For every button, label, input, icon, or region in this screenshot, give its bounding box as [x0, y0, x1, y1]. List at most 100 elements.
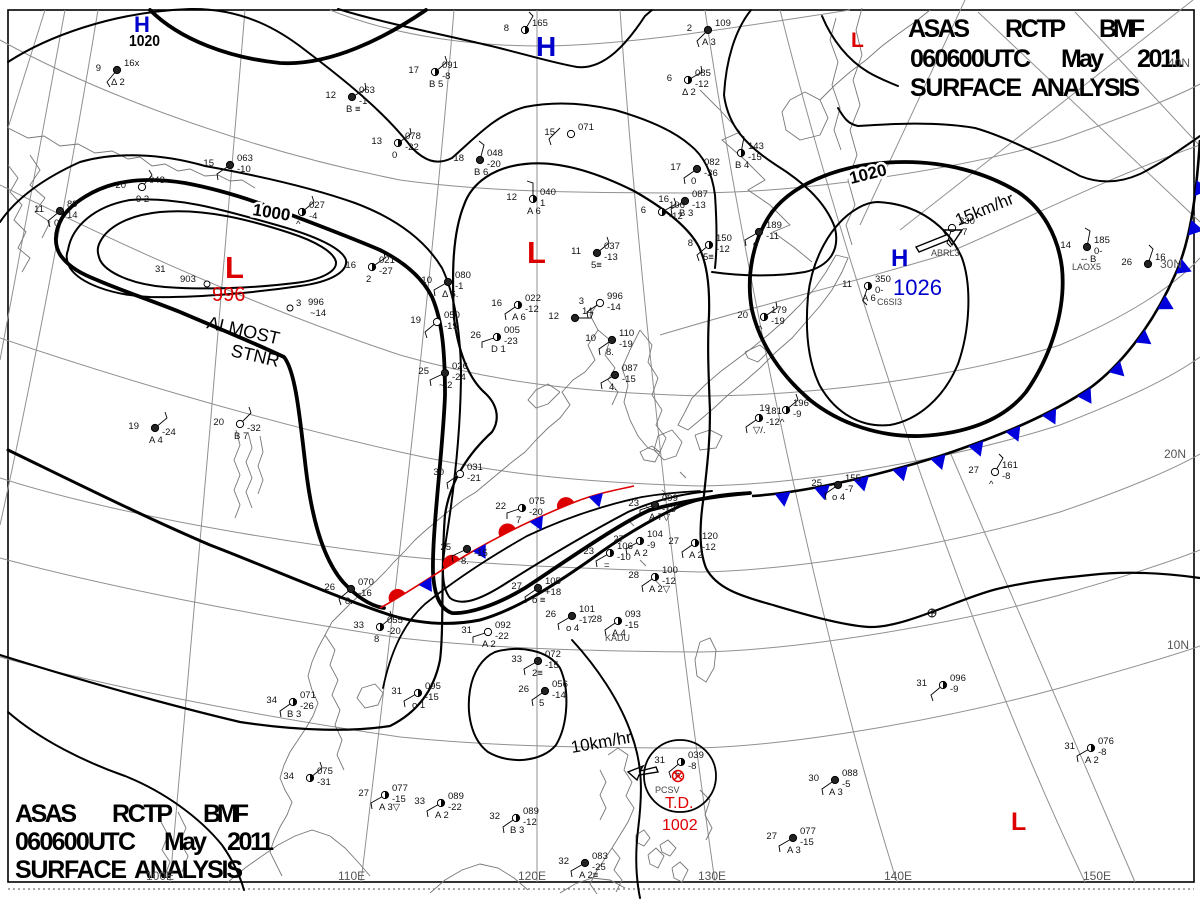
svg-text:30: 30 — [433, 467, 444, 478]
svg-text:May: May — [164, 828, 207, 856]
svg-text:087: 087 — [692, 189, 708, 200]
svg-text:20: 20 — [115, 180, 126, 191]
svg-text:099: 099 — [662, 493, 678, 504]
svg-text:077: 077 — [800, 826, 816, 837]
svg-text:-14: -14 — [607, 302, 621, 313]
svg-text:-19: -19 — [619, 339, 633, 350]
svg-text:179: 179 — [771, 305, 787, 316]
svg-text:10: 10 — [585, 333, 596, 344]
svg-text:31: 31 — [391, 686, 402, 697]
svg-text:-7: -7 — [959, 227, 967, 238]
svg-text:2011: 2011 — [1137, 45, 1184, 73]
svg-text:-22: -22 — [495, 631, 509, 642]
svg-text:6: 6 — [667, 73, 672, 84]
svg-text:26: 26 — [324, 582, 335, 593]
svg-text:27: 27 — [766, 831, 777, 842]
svg-text:+18: +18 — [545, 587, 561, 598]
svg-text:100: 100 — [662, 565, 678, 576]
svg-text:18: 18 — [453, 153, 464, 164]
svg-text:1: 1 — [540, 198, 545, 209]
svg-text:L: L — [1011, 808, 1026, 836]
svg-text:-13: -13 — [604, 252, 618, 263]
svg-text:-15: -15 — [622, 374, 636, 385]
svg-text:185: 185 — [1094, 235, 1110, 246]
svg-text:-31: -31 — [317, 777, 331, 788]
svg-text:14: 14 — [1060, 240, 1071, 251]
svg-text:-9: -9 — [950, 684, 958, 695]
svg-text:A 7▽: A 7▽ — [649, 512, 671, 523]
svg-text:May: May — [1061, 45, 1104, 73]
svg-text:Δ 2: Δ 2 — [111, 77, 125, 88]
svg-text:-8: -8 — [442, 71, 450, 82]
svg-text:23: 23 — [628, 498, 639, 509]
svg-text:996: 996 — [607, 291, 623, 302]
svg-text:8.: 8. — [461, 556, 469, 567]
svg-text:-12: -12 — [662, 576, 676, 587]
svg-text:1002: 1002 — [662, 817, 698, 834]
svg-text:D 1: D 1 — [491, 344, 506, 355]
svg-text:31: 31 — [461, 625, 472, 636]
svg-text:^: ^ — [296, 219, 301, 230]
svg-text:0: 0 — [392, 150, 397, 161]
svg-text:-32: -32 — [247, 423, 261, 434]
svg-text:106: 106 — [617, 541, 633, 552]
svg-text:2≡: 2≡ — [532, 668, 543, 679]
svg-text:16: 16 — [345, 260, 356, 271]
svg-text:0-: 0- — [1094, 246, 1102, 257]
svg-text:ANALYSIS: ANALYSIS — [134, 856, 243, 884]
svg-text:-24: -24 — [452, 372, 466, 383]
svg-text:3: 3 — [296, 298, 301, 309]
svg-text:-15: -15 — [748, 152, 762, 163]
svg-text:110E: 110E — [338, 869, 365, 883]
svg-text:20: 20 — [213, 417, 224, 428]
svg-text:A 2: A 2 — [689, 550, 703, 561]
svg-text:26: 26 — [470, 330, 481, 341]
svg-text:063: 063 — [359, 85, 375, 96]
svg-text:o ≡: o ≡ — [532, 595, 546, 606]
svg-text:32: 32 — [489, 811, 500, 822]
svg-text:^: ^ — [780, 417, 785, 428]
svg-text:2: 2 — [687, 23, 692, 34]
svg-text:021: 021 — [379, 255, 395, 266]
svg-text:903: 903 — [180, 274, 196, 285]
svg-text:-12: -12 — [695, 79, 709, 90]
svg-text:9: 9 — [96, 63, 101, 74]
svg-text:31: 31 — [155, 264, 166, 275]
svg-text:181: 181 — [766, 406, 782, 417]
svg-text:B 7: B 7 — [234, 431, 248, 442]
svg-text:A 4: A 4 — [612, 628, 626, 639]
svg-text:26: 26 — [518, 684, 529, 695]
svg-text:0: 0 — [691, 176, 696, 187]
svg-text:RCTP: RCTP — [1005, 15, 1066, 43]
svg-text:BMF: BMF — [203, 800, 249, 828]
svg-text:-10: -10 — [617, 552, 631, 563]
svg-text:071: 071 — [300, 690, 316, 701]
svg-text:-22: -22 — [448, 802, 462, 813]
svg-text:-15: -15 — [545, 660, 559, 671]
svg-text:C6SI3: C6SI3 — [877, 297, 902, 307]
svg-text:1020: 1020 — [129, 33, 160, 50]
svg-text:25: 25 — [811, 478, 822, 489]
svg-text:-13: -13 — [662, 504, 676, 515]
svg-text:12: 12 — [548, 311, 559, 322]
svg-text:165: 165 — [532, 18, 548, 29]
svg-text:-- B: -- B — [1081, 254, 1096, 265]
svg-text:-19: -19 — [771, 316, 785, 327]
svg-text:27: 27 — [613, 534, 624, 545]
svg-text:0-: 0- — [875, 285, 883, 296]
svg-text:155: 155 — [845, 473, 861, 484]
svg-text:8: 8 — [374, 634, 379, 645]
svg-text:-4: -4 — [309, 211, 317, 222]
svg-text:092: 092 — [495, 620, 511, 631]
svg-text:075: 075 — [317, 766, 333, 777]
svg-text:088: 088 — [842, 768, 858, 779]
svg-text:^: ^ — [989, 479, 994, 490]
svg-text:27: 27 — [668, 536, 679, 547]
svg-text:H: H — [134, 12, 150, 37]
svg-text:-19: -19 — [444, 321, 458, 332]
svg-text:-9: -9 — [647, 540, 655, 551]
svg-text:996: 996 — [212, 284, 245, 306]
svg-text:-27: -27 — [379, 266, 393, 277]
svg-text:ANALYSIS: ANALYSIS — [1031, 74, 1140, 102]
svg-text:-20: -20 — [387, 626, 401, 637]
